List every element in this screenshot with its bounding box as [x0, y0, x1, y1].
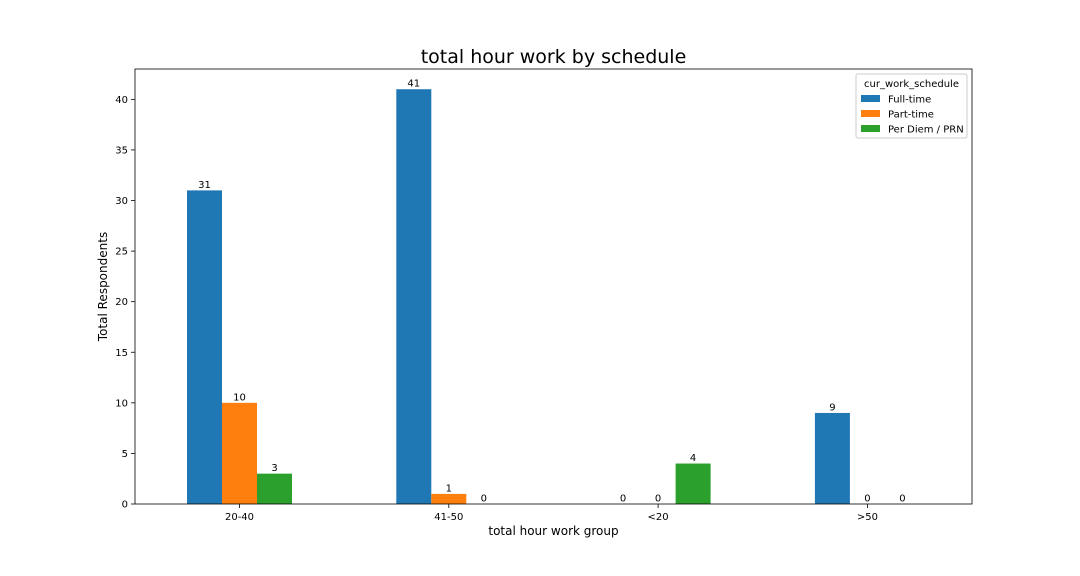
x-tick-label: 41-50: [434, 512, 463, 523]
x-axis: 20-40 41-50 <20 >50: [225, 504, 878, 523]
y-tick-label: 40: [115, 95, 128, 106]
legend: cur_work_schedule Full-time Part-time Per …: [855, 73, 968, 139]
legend-items: Full-time Part-time Per Diem / PRN: [861, 95, 964, 136]
y-tick-label: 10: [115, 398, 128, 409]
data-label: 3: [271, 463, 277, 474]
data-label: 0: [864, 494, 870, 505]
bar: [431, 493, 467, 504]
plot-frame: [134, 68, 973, 505]
legend-swatch: [861, 125, 880, 132]
data-label: 31: [198, 180, 211, 191]
legend-box: [855, 73, 968, 139]
bars-group: [187, 89, 850, 505]
y-tick-label: 35: [115, 145, 128, 156]
legend-label: Per Diem / PRN: [888, 125, 964, 136]
data-label: 0: [899, 494, 905, 505]
bar: [187, 190, 222, 504]
bar: [257, 473, 292, 504]
y-tick-label: 0: [122, 500, 128, 511]
data-label: 10: [233, 392, 246, 403]
bar: [814, 412, 850, 504]
data-label: 0: [655, 494, 661, 505]
y-axis: 0 5 10 15 20 25 30 35 40: [115, 95, 135, 511]
legend-swatch: [861, 95, 880, 102]
data-label: 4: [690, 453, 696, 464]
data-label: 1: [446, 483, 452, 494]
y-tick-label: 30: [115, 196, 128, 207]
legend-label: Part-time: [888, 110, 934, 121]
bar: [222, 402, 257, 504]
x-axis-label: total hour work group: [488, 524, 618, 538]
bar: [396, 89, 432, 505]
data-label: 0: [620, 494, 626, 505]
x-tick-label: >50: [857, 512, 878, 523]
y-tick-label: 20: [115, 297, 128, 308]
x-tick-label: 20-40: [225, 512, 254, 523]
data-label: 0: [481, 494, 487, 505]
bar: [675, 463, 711, 504]
data-label: 41: [407, 79, 420, 90]
legend-swatch: [861, 110, 880, 117]
y-tick-label: 15: [115, 348, 128, 359]
legend-label: Full-time: [888, 95, 931, 106]
legend-title: cur_work_schedule: [864, 79, 959, 90]
data-label: 9: [829, 402, 835, 413]
y-axis-label: Total Respondents: [96, 232, 110, 342]
x-tick-label: <20: [648, 512, 669, 523]
chart-title: total hour work by schedule: [421, 46, 687, 68]
y-tick-label: 5: [122, 449, 128, 460]
y-tick-label: 25: [115, 247, 128, 258]
